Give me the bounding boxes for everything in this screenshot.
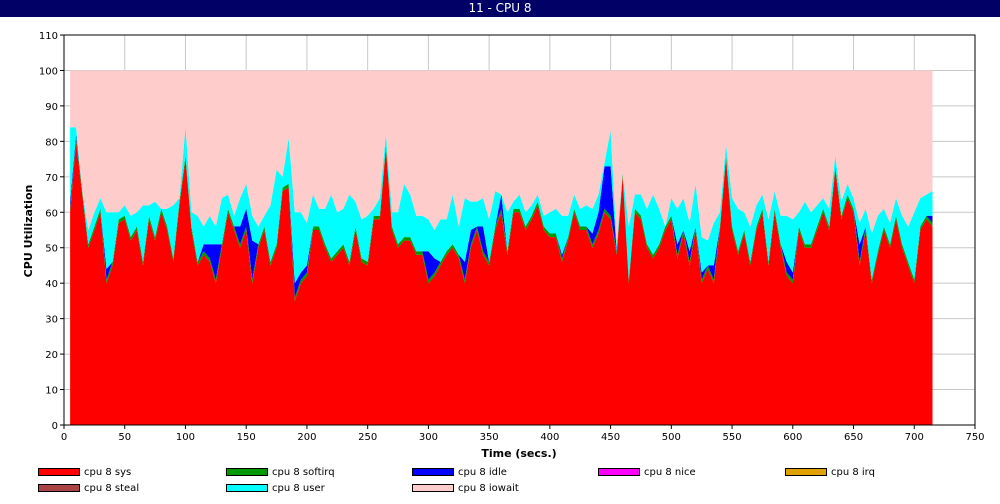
legend-item: cpu 8 idle (412, 465, 507, 479)
area-cpu-8-sys (70, 141, 933, 425)
y-tick-label: 0 (52, 421, 58, 432)
x-tick-label: 750 (965, 432, 984, 443)
y-axis: 0 10 20 30 40 50 60 70 80 90 100 110 (39, 31, 64, 432)
y-tick-label: 60 (45, 208, 58, 219)
legend-swatch (38, 484, 80, 492)
x-tick-label: 650 (844, 432, 863, 443)
legend-item: cpu 8 irq (785, 465, 875, 479)
x-tick-label: 200 (297, 432, 316, 443)
y-tick-label: 50 (45, 244, 58, 255)
y-tick-label: 40 (45, 279, 58, 290)
y-tick-label: 100 (39, 66, 58, 77)
cpu-chart: 0 10 20 30 40 50 60 70 80 90 100 110 0 50 100 150 200 25… (22, 31, 985, 460)
y-tick-label: 80 (45, 137, 58, 148)
x-axis-label: Time (secs.) (481, 447, 556, 460)
y-tick-label: 90 (45, 102, 58, 113)
legend-label: cpu 8 user (272, 482, 325, 494)
window-title-bar: 11 - CPU 8 (0, 0, 1000, 17)
x-tick-label: 100 (176, 432, 195, 443)
legend-label: cpu 8 iowait (458, 482, 519, 494)
legend-item: cpu 8 softirq (226, 465, 335, 479)
plot-border (63, 34, 976, 426)
legend-swatch (598, 468, 640, 476)
legend-item: cpu 8 iowait (412, 481, 519, 495)
area-cpu-8-user (70, 127, 933, 284)
x-tick-label: 550 (723, 432, 742, 443)
legend-label: cpu 8 steal (84, 482, 140, 494)
legend-swatch (38, 468, 80, 476)
x-tick-label: 350 (480, 432, 499, 443)
x-axis: 0 50 100 150 200 250 300 350 400 450 500 550 600 650 7… (61, 425, 985, 443)
legend-label: cpu 8 idle (458, 466, 507, 478)
x-tick-label: 450 (601, 432, 620, 443)
window-title: 11 - CPU 8 (468, 1, 532, 15)
y-tick-label: 110 (39, 31, 58, 42)
legend-item: cpu 8 sys (38, 465, 131, 479)
x-tick-label: 300 (419, 432, 438, 443)
legend-label: cpu 8 irq (831, 466, 875, 478)
y-tick-label: 20 (45, 350, 58, 361)
y-tick-label: 30 (45, 315, 58, 326)
y-axis-label: CPU Utilization (22, 185, 35, 278)
legend-swatch (412, 484, 454, 492)
x-tick-label: 250 (358, 432, 377, 443)
legend-item: cpu 8 user (226, 481, 325, 495)
legend-label: cpu 8 softirq (272, 466, 335, 478)
stacked-areas (70, 70, 933, 425)
x-tick-label: 50 (118, 432, 131, 443)
legend-item: cpu 8 steal (38, 481, 139, 495)
x-tick-label: 400 (540, 432, 559, 443)
legend-label: cpu 8 sys (84, 466, 132, 478)
y-tick-label: 70 (45, 173, 58, 184)
legend-swatch (226, 468, 268, 476)
x-tick-label: 600 (783, 432, 802, 443)
x-tick-label: 700 (905, 432, 924, 443)
legend-swatch (785, 468, 827, 476)
x-tick-label: 0 (61, 432, 67, 443)
area-cpu-8-iowait (70, 70, 933, 245)
x-tick-label: 150 (237, 432, 256, 443)
chart-legend: cpu 8 sys cpu 8 softirq cpu 8 idle cpu 8 ni… (0, 462, 1000, 502)
legend-label: cpu 8 nice (644, 466, 696, 478)
legend-item: cpu 8 nice (598, 465, 696, 479)
legend-swatch (412, 468, 454, 476)
x-tick-label: 500 (662, 432, 681, 443)
y-tick-label: 10 (45, 386, 58, 397)
legend-swatch (226, 484, 268, 492)
